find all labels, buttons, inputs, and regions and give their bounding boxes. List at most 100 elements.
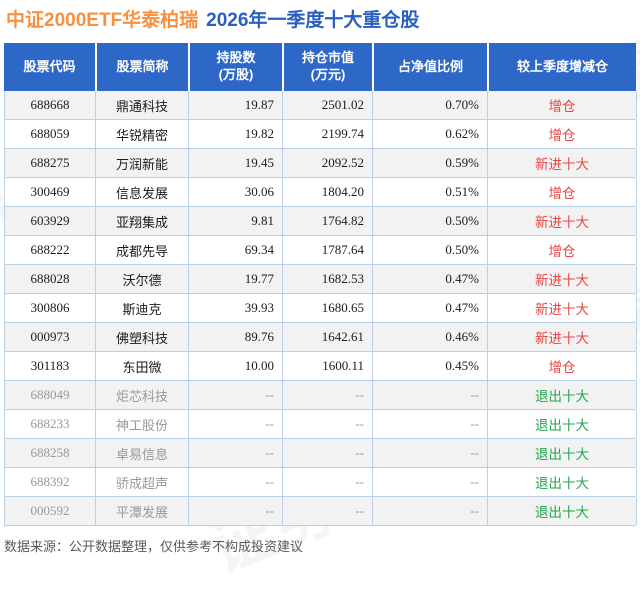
change-label: 退出十大 bbox=[535, 389, 589, 404]
change-label: 增仓 bbox=[548, 186, 576, 201]
change-cell: 退出十大 bbox=[488, 468, 637, 496]
market-value-cell: -- bbox=[283, 439, 373, 467]
table-row: 688668 鼎通科技 19.87 2501.02 0.70% 增仓 bbox=[5, 91, 637, 120]
stock-name-cell: 东田微 bbox=[96, 352, 189, 380]
net-ratio-cell: 0.51% bbox=[373, 178, 488, 206]
data-source-note: 数据来源：公开数据整理，仅供参考不构成投资建议 bbox=[4, 539, 304, 554]
market-value-cell: -- bbox=[283, 410, 373, 438]
change-cell: 增仓 bbox=[488, 178, 637, 206]
shares-cell: 10.00 bbox=[189, 352, 283, 380]
market-value-cell: -- bbox=[283, 497, 373, 525]
stock-code-cell: 000592 bbox=[5, 497, 96, 525]
change-cell: 增仓 bbox=[488, 91, 637, 119]
net-ratio-cell: 0.47% bbox=[373, 265, 488, 293]
shares-cell: -- bbox=[189, 410, 283, 438]
shares-cell: 39.93 bbox=[189, 294, 283, 322]
change-label: 增仓 bbox=[548, 244, 576, 259]
change-cell: 新进十大 bbox=[488, 207, 637, 235]
net-ratio-cell: 0.59% bbox=[373, 149, 488, 177]
table-row: 688258 卓易信息 -- -- -- 退出十大 bbox=[5, 439, 637, 468]
stock-name-cell: 成都先导 bbox=[96, 236, 189, 264]
table-body: 688668 鼎通科技 19.87 2501.02 0.70% 增仓 68805… bbox=[4, 91, 637, 526]
column-header-shares: 持股数 (万股) bbox=[188, 43, 282, 91]
change-label: 新进十大 bbox=[535, 331, 589, 346]
table-row: 000592 平潭发展 -- -- -- 退出十大 bbox=[5, 497, 637, 526]
change-cell: 增仓 bbox=[488, 120, 637, 148]
shares-cell: 19.45 bbox=[189, 149, 283, 177]
shares-cell: 19.87 bbox=[189, 91, 283, 119]
shares-cell: -- bbox=[189, 468, 283, 496]
stock-code-cell: 300469 bbox=[5, 178, 96, 206]
change-label: 退出十大 bbox=[535, 447, 589, 462]
stock-code-cell: 688275 bbox=[5, 149, 96, 177]
column-header-name: 股票简称 bbox=[95, 43, 188, 91]
market-value-cell: -- bbox=[283, 468, 373, 496]
change-label: 新进十大 bbox=[535, 215, 589, 230]
change-cell: 新进十大 bbox=[488, 323, 637, 351]
change-cell: 新进十大 bbox=[488, 294, 637, 322]
change-cell: 新进十大 bbox=[488, 265, 637, 293]
stock-name-cell: 华锐精密 bbox=[96, 120, 189, 148]
stock-code-cell: 301183 bbox=[5, 352, 96, 380]
stock-name-cell: 平潭发展 bbox=[96, 497, 189, 525]
net-ratio-cell: -- bbox=[373, 468, 488, 496]
table-row: 301183 东田微 10.00 1600.11 0.45% 增仓 bbox=[5, 352, 637, 381]
market-value-cell: -- bbox=[283, 381, 373, 409]
change-label: 退出十大 bbox=[535, 418, 589, 433]
market-value-cell: 1600.11 bbox=[283, 352, 373, 380]
table-row: 688028 沃尔德 19.77 1682.53 0.47% 新进十大 bbox=[5, 265, 637, 294]
column-header-code: 股票代码 bbox=[4, 43, 95, 91]
change-cell: 增仓 bbox=[488, 352, 637, 380]
stock-code-cell: 000973 bbox=[5, 323, 96, 351]
stock-code-cell: 688049 bbox=[5, 381, 96, 409]
change-label: 新进十大 bbox=[535, 157, 589, 172]
table-row: 688233 神工股份 -- -- -- 退出十大 bbox=[5, 410, 637, 439]
net-ratio-cell: 0.50% bbox=[373, 236, 488, 264]
change-cell: 新进十大 bbox=[488, 149, 637, 177]
net-ratio-cell: 0.46% bbox=[373, 323, 488, 351]
net-ratio-cell: -- bbox=[373, 381, 488, 409]
market-value-cell: 1764.82 bbox=[283, 207, 373, 235]
table-row: 688275 万润新能 19.45 2092.52 0.59% 新进十大 bbox=[5, 149, 637, 178]
market-value-cell: 2199.74 bbox=[283, 120, 373, 148]
net-ratio-cell: 0.45% bbox=[373, 352, 488, 380]
stock-code-cell: 688222 bbox=[5, 236, 96, 264]
net-ratio-cell: 0.50% bbox=[373, 207, 488, 235]
net-ratio-cell: 0.47% bbox=[373, 294, 488, 322]
shares-cell: 30.06 bbox=[189, 178, 283, 206]
shares-cell: 89.76 bbox=[189, 323, 283, 351]
table-row: 688049 炬芯科技 -- -- -- 退出十大 bbox=[5, 381, 637, 410]
stock-name-cell: 信息发展 bbox=[96, 178, 189, 206]
stock-code-cell: 688392 bbox=[5, 468, 96, 496]
market-value-cell: 1642.61 bbox=[283, 323, 373, 351]
change-label: 增仓 bbox=[548, 128, 576, 143]
stock-name-cell: 亚翔集成 bbox=[96, 207, 189, 235]
stock-name-cell: 鼎通科技 bbox=[96, 91, 189, 119]
net-ratio-cell: -- bbox=[373, 497, 488, 525]
table-row: 300806 斯迪克 39.93 1680.65 0.47% 新进十大 bbox=[5, 294, 637, 323]
table-row: 000973 佛塑科技 89.76 1642.61 0.46% 新进十大 bbox=[5, 323, 637, 352]
shares-cell: -- bbox=[189, 381, 283, 409]
table-row: 300469 信息发展 30.06 1804.20 0.51% 增仓 bbox=[5, 178, 637, 207]
column-header-change: 较上季度增减仓 bbox=[487, 43, 636, 91]
stock-code-cell: 688668 bbox=[5, 91, 96, 119]
table-row: 603929 亚翔集成 9.81 1764.82 0.50% 新进十大 bbox=[5, 207, 637, 236]
shares-cell: 19.77 bbox=[189, 265, 283, 293]
change-cell: 退出十大 bbox=[488, 381, 637, 409]
change-label: 退出十大 bbox=[535, 476, 589, 491]
stock-code-cell: 688028 bbox=[5, 265, 96, 293]
table-row: 688059 华锐精密 19.82 2199.74 0.62% 增仓 bbox=[5, 120, 637, 149]
stock-name-cell: 斯迪克 bbox=[96, 294, 189, 322]
stock-name-cell: 炬芯科技 bbox=[96, 381, 189, 409]
stock-code-cell: 688233 bbox=[5, 410, 96, 438]
stock-name-cell: 沃尔德 bbox=[96, 265, 189, 293]
fund-name: 中证2000ETF华泰柏瑞 bbox=[6, 10, 199, 31]
column-header-net-ratio: 占净值比例 bbox=[372, 43, 487, 91]
change-cell: 退出十大 bbox=[488, 439, 637, 467]
change-label: 退出十大 bbox=[535, 505, 589, 520]
net-ratio-cell: -- bbox=[373, 410, 488, 438]
net-ratio-cell: -- bbox=[373, 439, 488, 467]
change-label: 新进十大 bbox=[535, 302, 589, 317]
holdings-table: 股票代码 股票简称 持股数 (万股) 持仓市值 (万元) 占净值比例 较上季度增… bbox=[4, 43, 637, 526]
shares-cell: -- bbox=[189, 497, 283, 525]
